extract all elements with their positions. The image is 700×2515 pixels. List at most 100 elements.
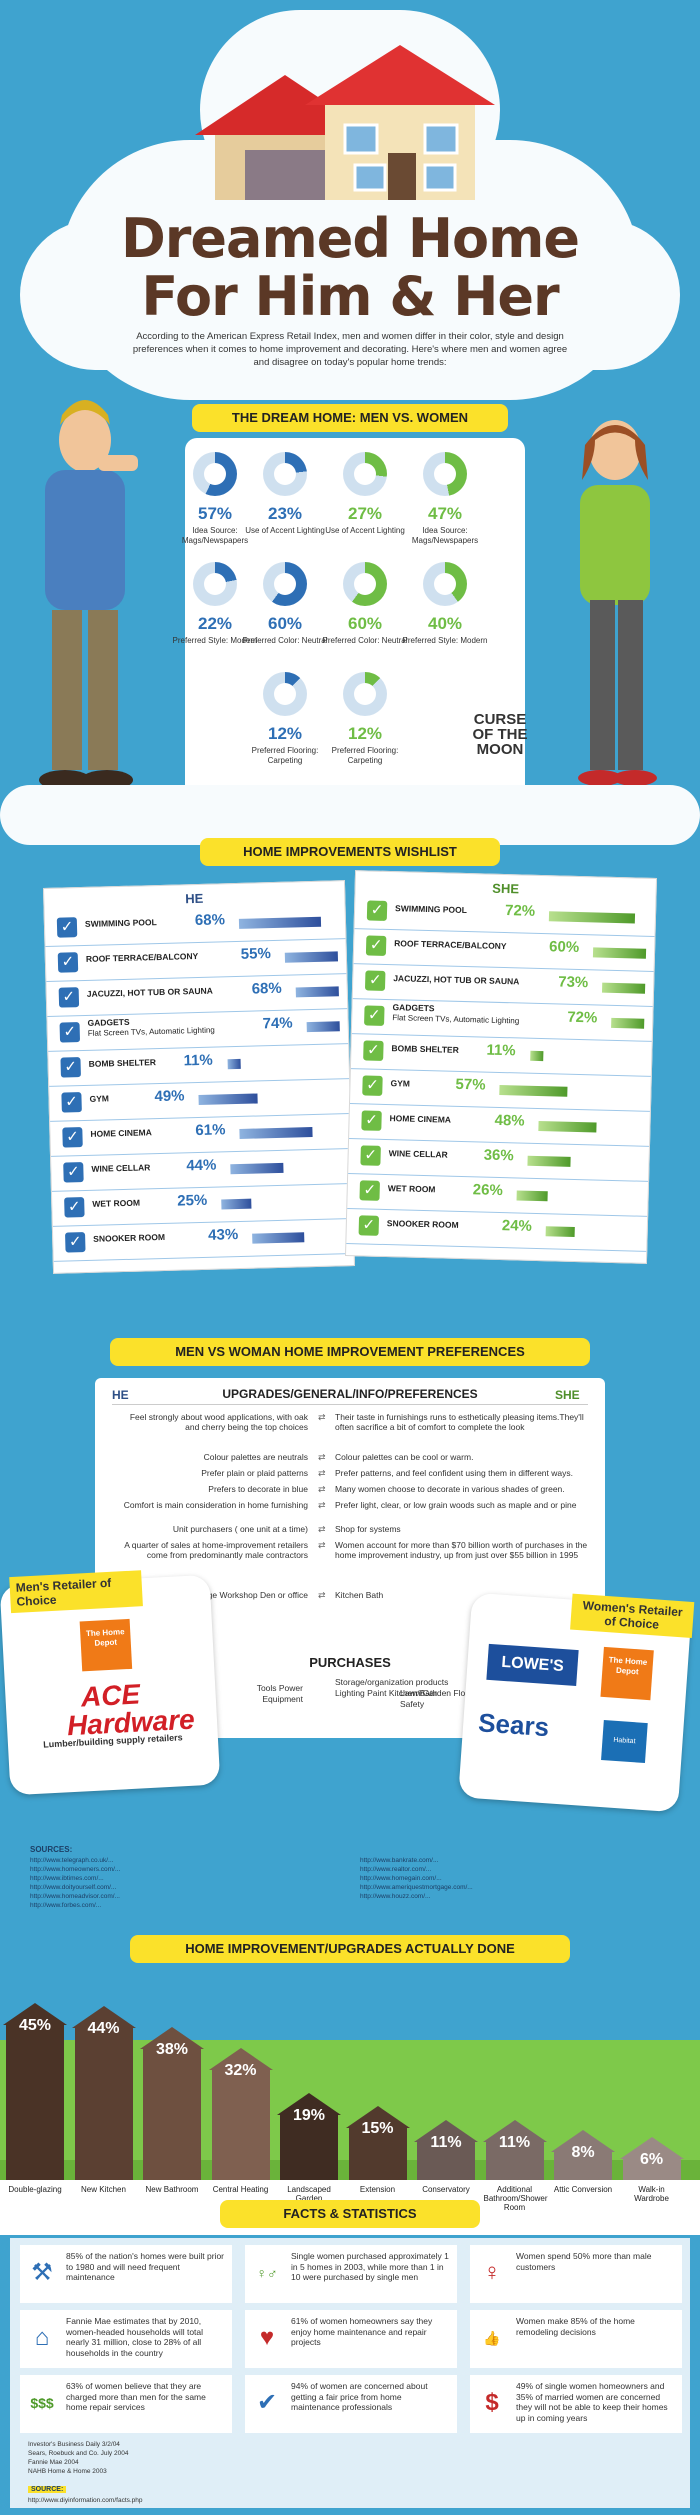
- ace-logo: ACE Hardware: [66, 1678, 196, 1742]
- cloud-right: [480, 220, 680, 370]
- house-bar: [143, 2049, 201, 2180]
- womens-retailer-title: Women's Retailer of Choice: [570, 1593, 695, 1638]
- source-link[interactable]: http://www.homeadvisor.com/...: [30, 1893, 120, 1900]
- wishlist-he-card: HE ✓ Swimming pool 68% ✓ Roof terrace/balcon…: [42, 880, 356, 1274]
- source-link[interactable]: http://www.doityourself.com/...: [30, 1884, 117, 1891]
- wishlist-item-pct: 43%: [207, 1226, 239, 1244]
- fact-card: ♥ 61% of women homeowners say they enjoy …: [245, 2310, 457, 2368]
- source-link[interactable]: http://www.forbes.com/...: [30, 1902, 102, 1909]
- preferences-he-label: HE: [112, 1388, 129, 1402]
- checkbox-icon: ✓: [59, 1022, 81, 1043]
- wishlist-item-name: Wet room: [92, 1197, 141, 1209]
- checkbox-icon: ✓: [60, 1057, 81, 1078]
- wishlist-item-pct: 11%: [183, 1051, 213, 1070]
- donut-chart-8: [263, 672, 307, 716]
- wishlist-item-pct: 48%: [494, 1111, 525, 1130]
- wishlist-item-pct: 60%: [548, 938, 580, 957]
- donut-label-4: Preferred Style: Modern: [172, 636, 258, 645]
- checkbox-icon: ✓: [65, 1232, 86, 1253]
- donut-chart-5: [263, 562, 307, 606]
- checkbox-icon: ✓: [56, 917, 78, 938]
- fact-ref: NAHB Home & Home 2003: [28, 2468, 107, 2475]
- house-label: Conservatory: [422, 2185, 470, 2194]
- house-roof-icon: [71, 2006, 136, 2028]
- wishlist-item-bar: [548, 911, 636, 924]
- wishlist-she-card: SHE ✓ Swimming pool 72% ✓ Roof terrace/balco…: [344, 870, 658, 1264]
- preferences-subheading: UPGRADES/GENERAL/INFO/PREFERENCES: [222, 1387, 478, 1401]
- arrow-icon: ⇄: [318, 1412, 326, 1422]
- dream-home-heading: THE DREAM HOME: MEN VS. WOMEN: [192, 404, 508, 432]
- fact-text: Single women purchased approximately 1 i…: [291, 2251, 449, 2282]
- intro-text: According to the American Express Retail…: [132, 331, 568, 368]
- donut-label-7: Preferred Style: Modern: [402, 636, 488, 645]
- donut-label-0: Idea Source: Mags/Newspapers: [181, 526, 249, 545]
- donut-label-3: Idea Source: Mags/Newspapers: [411, 526, 479, 545]
- wishlist-item-bar: [530, 1050, 544, 1062]
- donut-pct-4: 22%: [197, 614, 233, 633]
- pref-she-text: Colour palettes can be cool or warm.: [335, 1452, 474, 1462]
- wishlist-item-name: Snooker room: [386, 1218, 459, 1230]
- wishlist-item-name: Jacuzzi, hot tub or sauna: [86, 985, 213, 999]
- house-pct: 8%: [571, 2144, 595, 2161]
- house-label: Additional Bathroom/Shower Room: [483, 2185, 548, 2212]
- house-pct: 45%: [18, 2017, 52, 2034]
- source-link[interactable]: http://www.realtor.com/...: [360, 1866, 432, 1873]
- donut-pct-3: 47%: [427, 504, 463, 523]
- sears-logo: Sears: [477, 1707, 551, 1743]
- donut-pct-1: 23%: [267, 504, 303, 523]
- habitat-logo: Habitat: [601, 1720, 648, 1764]
- pref-she-text: Prefer light, clear, or low grain woods …: [335, 1500, 577, 1510]
- sources-heading: SOURCES:: [30, 1845, 73, 1854]
- facts-source: http://www.diyinformation.com/facts.php: [28, 2497, 143, 2504]
- thumbs-up-icon: 👍: [483, 2330, 501, 2346]
- wishlist-item-name: Snooker room: [93, 1231, 166, 1244]
- house-label: New Kitchen: [81, 2185, 126, 2194]
- source-link[interactable]: http://www.ameriquestmortgage.com/...: [360, 1884, 473, 1891]
- house-label: Attic Conversion: [553, 2185, 613, 2194]
- wishlist-item-name: Gym: [89, 1093, 110, 1104]
- pref-she-text: Women account for more than $70 billion …: [335, 1540, 588, 1560]
- wishlist-item-pct: 57%: [455, 1075, 486, 1094]
- wishlist-item-pct: 49%: [154, 1087, 185, 1106]
- wishlist-item-bar: [601, 982, 646, 994]
- source-link[interactable]: http://www.homeowners.com/...: [30, 1866, 121, 1873]
- house-bar: [554, 2152, 612, 2180]
- page-title-line2: For Him & Her: [141, 265, 559, 328]
- heart-icon: ♥: [259, 2324, 275, 2351]
- fact-text: 85% of the nation's homes were built pri…: [66, 2251, 225, 2282]
- arrow-icon: ⇄: [318, 1590, 326, 1600]
- donut-chart-2: [343, 452, 387, 496]
- pref-he-text: Prefers to decorate in blue: [208, 1484, 308, 1494]
- house-roof-icon: [619, 2137, 684, 2159]
- wishlist-item-bar: [198, 1093, 258, 1106]
- donut-label-6: Preferred Color: Neutral: [322, 636, 408, 645]
- wishlist-item-bar: [252, 1232, 305, 1244]
- home-depot-logo-2: The Home Depot: [600, 1646, 654, 1701]
- house-label: Extension: [359, 2185, 396, 2194]
- house-pct: 19%: [292, 2107, 326, 2124]
- house-icon: ⌂: [34, 2324, 50, 2351]
- fact-card: ✔ 94% of women are concerned about gettin…: [245, 2375, 457, 2433]
- fact-card: ⚒ 85% of the nation's homes were built pr…: [20, 2245, 232, 2303]
- wishlist-item-pct: 72%: [504, 902, 536, 920]
- source-link[interactable]: http://www.bankrate.com/...: [360, 1857, 439, 1864]
- wishlist-item-pct: 73%: [558, 973, 589, 992]
- wishlist-item-pct: 74%: [262, 1014, 293, 1033]
- wishlist-item-name: Home cinema: [90, 1127, 152, 1139]
- house-dollar-icon: $: [485, 2389, 499, 2416]
- source-link[interactable]: http://www.homegain.com/...: [360, 1875, 442, 1882]
- wishlist-item-bar: [527, 1155, 571, 1167]
- facts-source-heading: SOURCE:: [28, 2486, 67, 2493]
- house-roof-icon: [140, 2027, 204, 2049]
- fact-card: ⌂ Fannie Mae estimates that by 2010, wome…: [20, 2310, 232, 2368]
- wishlist-heading: HOME IMPROVEMENTS WISHLIST: [200, 838, 500, 866]
- donut-label-2: Use of Accent Lighting: [325, 526, 405, 535]
- source-link[interactable]: http://www.ibtimes.com/...: [30, 1875, 104, 1882]
- wishlist-item-bar: [227, 1058, 241, 1070]
- fact-text: Fannie Mae estimates that by 2010, women…: [66, 2316, 204, 2358]
- source-link[interactable]: http://www.telegraph.co.uk/...: [30, 1857, 114, 1864]
- source-link[interactable]: http://www.houzz.com/...: [360, 1893, 431, 1900]
- donut-chart-9: [343, 672, 387, 716]
- arrow-icon: ⇄: [318, 1540, 326, 1550]
- arrow-icon: ⇄: [318, 1500, 326, 1510]
